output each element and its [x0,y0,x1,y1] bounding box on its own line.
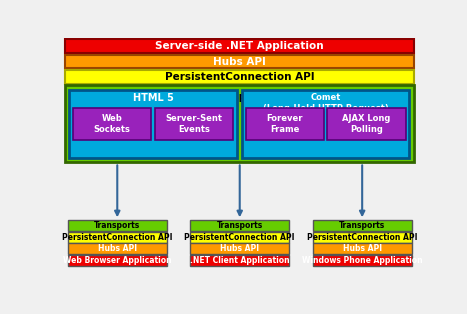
Bar [312,255,412,266]
Text: Server-Sent
Events: Server-Sent Events [166,114,223,134]
Bar [190,255,290,266]
Text: Web
Sockets: Web Sockets [94,114,131,134]
Bar [68,232,167,242]
Text: Transports: Transports [94,221,141,230]
Text: Server-side .NET Application: Server-side .NET Application [155,41,324,51]
Bar [68,243,167,254]
Text: Hubs API: Hubs API [220,244,259,253]
Text: Transports: Transports [339,221,385,230]
Bar [312,243,412,254]
Text: PersistentConnection API: PersistentConnection API [307,233,417,241]
Text: Transports: Transports [210,92,269,102]
Text: AJAX Long
Polling: AJAX Long Polling [342,114,391,134]
Bar [64,55,414,68]
Bar [190,243,290,254]
Bar [155,108,233,140]
Bar [64,70,414,84]
Bar [73,108,151,140]
Text: PersistentConnection API: PersistentConnection API [164,72,314,82]
Text: Hubs API: Hubs API [98,244,137,253]
Text: HTML 5: HTML 5 [133,93,174,103]
Bar [312,220,412,231]
Bar [241,90,410,158]
Bar [246,108,324,140]
Text: PersistentConnection API: PersistentConnection API [62,233,172,241]
Text: Hubs API: Hubs API [213,57,266,67]
Text: Transports: Transports [217,221,263,230]
Bar [68,220,167,231]
Bar [327,108,405,140]
Text: .NET Client Application: .NET Client Application [190,256,290,265]
Text: PersistentConnection API: PersistentConnection API [184,233,295,241]
Text: Hubs API: Hubs API [343,244,382,253]
Text: Forever
Frame: Forever Frame [266,114,303,134]
Bar [68,255,167,266]
Text: Web Browser Application: Web Browser Application [63,256,171,265]
Bar [190,232,290,242]
Bar [312,232,412,242]
Bar [190,220,290,231]
Text: Comet
(Long-Held HTTP Request): Comet (Long-Held HTTP Request) [262,93,389,112]
Bar [64,85,414,162]
Bar [64,39,414,53]
Text: Windows Phone Application: Windows Phone Application [302,256,423,265]
Bar [69,90,237,158]
